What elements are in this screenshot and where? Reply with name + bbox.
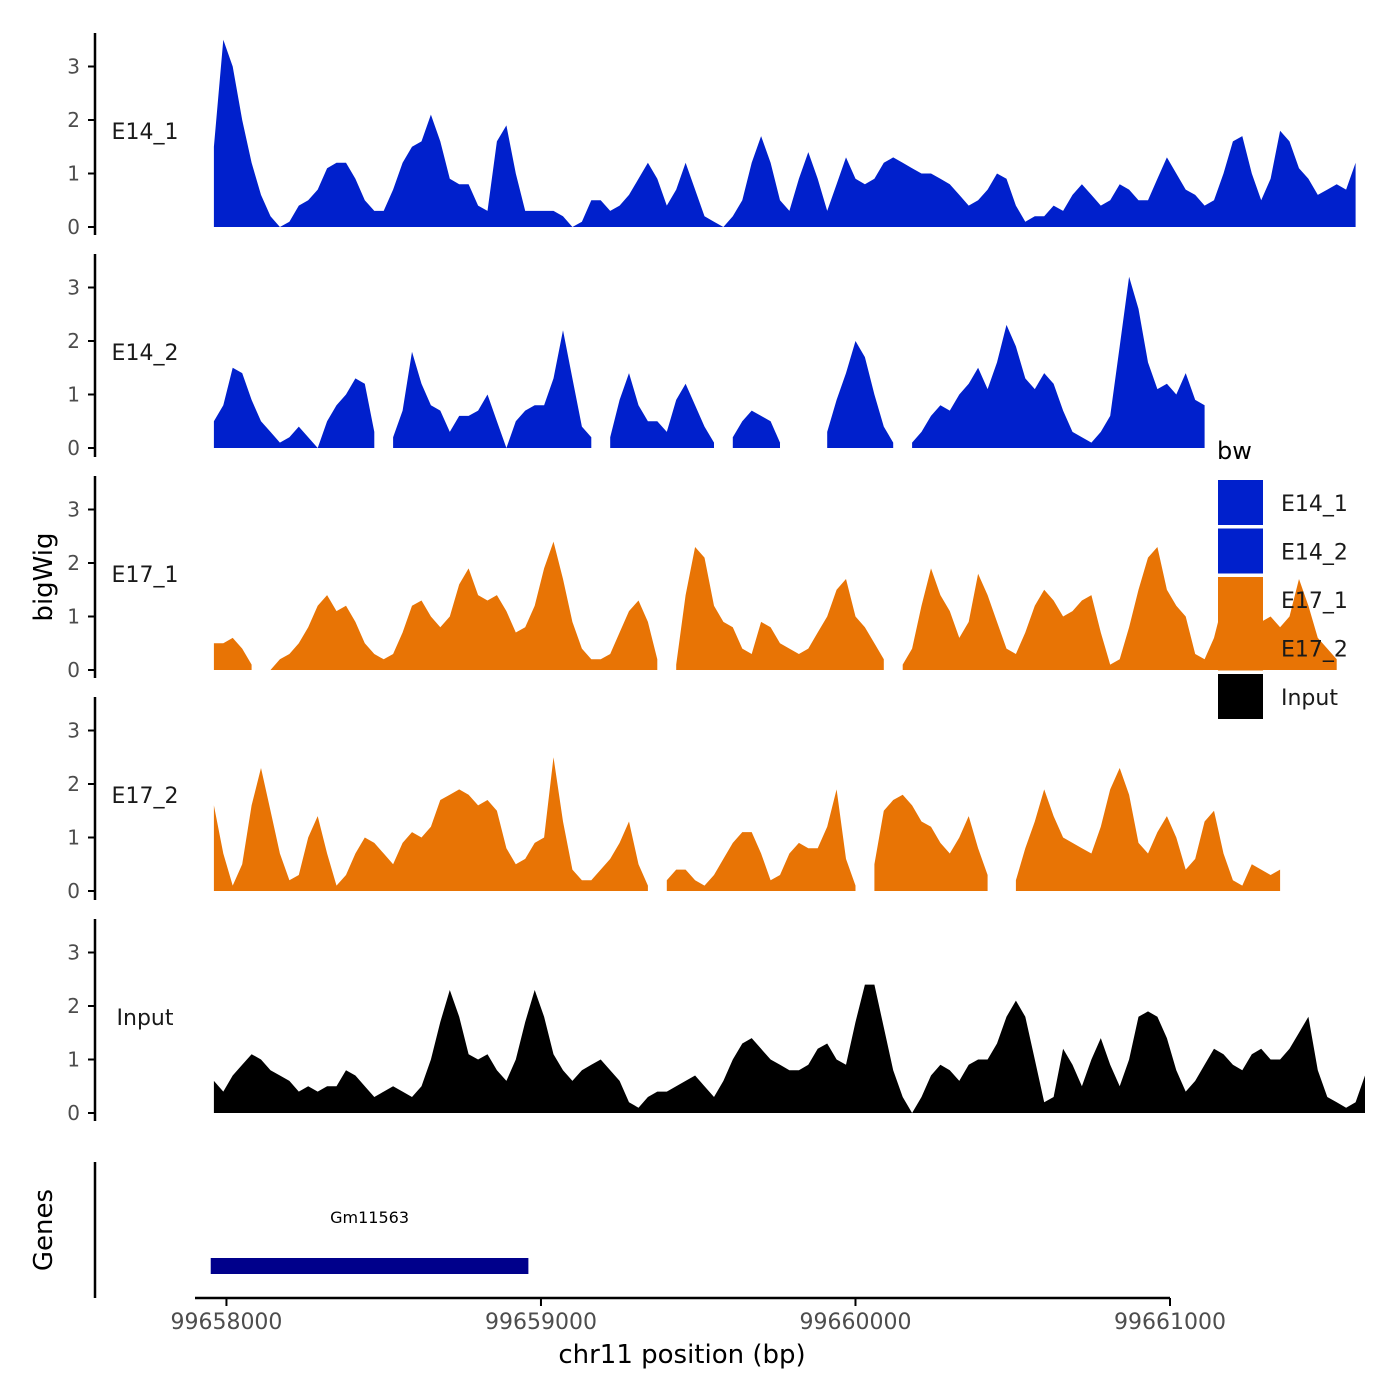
x-tick-label: 99659000 — [485, 1310, 597, 1335]
track-label: E14_2 — [112, 341, 179, 366]
x-tick-label: 99658000 — [170, 1310, 282, 1335]
x-axis-title: chr11 position (bp) — [558, 1340, 805, 1370]
track-E17_2: 0 1 2 3 E17_2 — [67, 697, 1281, 903]
coverage-area-E17_1 — [213, 637, 252, 670]
gene-bar — [210, 1258, 529, 1274]
y-tick-label: 1 — [67, 383, 80, 407]
coverage-area-Input — [213, 984, 1365, 1113]
y-tick-label: 1 — [67, 605, 80, 629]
y-tick-label: 0 — [67, 879, 80, 903]
legend-swatch — [1218, 480, 1263, 525]
coverage-area-E14_2 — [213, 367, 375, 448]
coverage-area-E17_2 — [874, 794, 988, 891]
track-E17_1: 0 1 2 3 E17_1 — [67, 476, 1337, 682]
y-tick-label: 3 — [67, 276, 80, 300]
coverage-area-E14_2 — [912, 276, 1205, 448]
legend-label: Input — [1281, 686, 1338, 711]
track-label: E17_2 — [112, 784, 179, 809]
coverage-area-E17_2 — [666, 789, 856, 891]
x-tick-label: 99660000 — [799, 1310, 911, 1335]
y-axis-title: bigWig — [29, 532, 59, 621]
y-tick-label: 3 — [67, 498, 80, 522]
y-tick-label: 0 — [67, 658, 80, 682]
track-E14_2: 0 1 2 3 E14_2 — [67, 254, 1205, 460]
legend-label: E17_2 — [1281, 638, 1348, 663]
legend-label: E14_2 — [1281, 541, 1348, 566]
y-tick-label: 0 — [67, 215, 80, 239]
x-axis: 99658000 99659000 99660000 99661000 chr11 p… — [170, 1296, 1226, 1370]
y-tick-label: 2 — [67, 994, 80, 1018]
y-tick-label: 3 — [67, 55, 80, 79]
coverage-area-E14_2 — [827, 341, 894, 448]
track-label: E14_1 — [112, 120, 179, 145]
genes-panel-title: Genes — [29, 1189, 59, 1271]
track-E14_1: 0 1 2 3 E14_1 — [67, 33, 1356, 239]
coverage-area-E17_2 — [1015, 768, 1281, 891]
genes-panel: Genes Gm11563 — [29, 1162, 529, 1298]
y-tick-label: 2 — [67, 329, 80, 353]
y-tick-label: 2 — [67, 772, 80, 796]
coverage-area-E14_1 — [213, 39, 1356, 227]
y-tick-label: 0 — [67, 436, 80, 460]
coverage-area-E14_2 — [393, 330, 592, 448]
y-tick-label: 2 — [67, 551, 80, 575]
track-label: E17_1 — [112, 563, 179, 588]
legend-label: E17_1 — [1281, 589, 1348, 614]
track-Input: 0 1 2 3 Input — [67, 919, 1365, 1125]
x-tick-label: 99661000 — [1114, 1310, 1226, 1335]
y-tick-label: 2 — [67, 108, 80, 132]
y-tick-label: 1 — [67, 1048, 80, 1072]
legend-swatch — [1218, 674, 1263, 719]
coverage-area-E17_1 — [902, 547, 1337, 670]
legend: bw E14_1 E14_2 E17_1 E17_2 Input — [1217, 437, 1348, 719]
coverage-area-E17_2 — [213, 757, 648, 891]
bigwig-tracks: 0 1 2 3 E14_1 0 1 2 3 E14_2 0 1 2 3 E17_1 0 1 2 3 E17_2 0 1 2 3… — [67, 33, 1365, 1125]
legend-title: bw — [1217, 437, 1252, 465]
legend-swatch — [1218, 577, 1263, 622]
y-tick-label: 1 — [67, 162, 80, 186]
coverage-area-E17_1 — [270, 541, 658, 670]
y-tick-label: 3 — [67, 719, 80, 743]
legend-swatch — [1218, 625, 1263, 671]
coverage-area-E14_2 — [732, 410, 780, 448]
coverage-area-E14_2 — [610, 373, 714, 448]
coverage-area-E17_1 — [676, 547, 884, 670]
y-tick-label: 0 — [67, 1101, 80, 1125]
y-tick-label: 1 — [67, 826, 80, 850]
y-tick-label: 3 — [67, 941, 80, 965]
legend-swatch — [1218, 528, 1263, 574]
gene-label: Gm11563 — [330, 1208, 409, 1227]
track-label: Input — [117, 1006, 174, 1031]
legend-label: E14_1 — [1281, 492, 1348, 517]
